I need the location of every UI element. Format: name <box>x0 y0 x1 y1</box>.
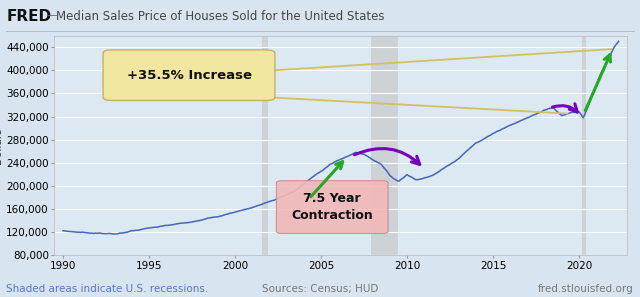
FancyBboxPatch shape <box>276 181 388 233</box>
Text: +35.5% Increase: +35.5% Increase <box>127 69 252 82</box>
FancyBboxPatch shape <box>103 50 275 100</box>
Y-axis label: Dollars: Dollars <box>0 127 3 164</box>
Bar <box>262 36 268 255</box>
Bar <box>371 36 399 255</box>
Text: fred.stlouisfed.org: fred.stlouisfed.org <box>538 284 634 294</box>
Text: FRED: FRED <box>6 9 52 24</box>
Bar <box>582 36 586 255</box>
Text: —: — <box>47 10 58 20</box>
Text: Shaded areas indicate U.S. recessions.: Shaded areas indicate U.S. recessions. <box>6 284 209 294</box>
Text: Sources: Census; HUD: Sources: Census; HUD <box>262 284 378 294</box>
Text: 7.5 Year
Contraction: 7.5 Year Contraction <box>291 192 373 222</box>
Text: Median Sales Price of Houses Sold for the United States: Median Sales Price of Houses Sold for th… <box>56 10 385 23</box>
